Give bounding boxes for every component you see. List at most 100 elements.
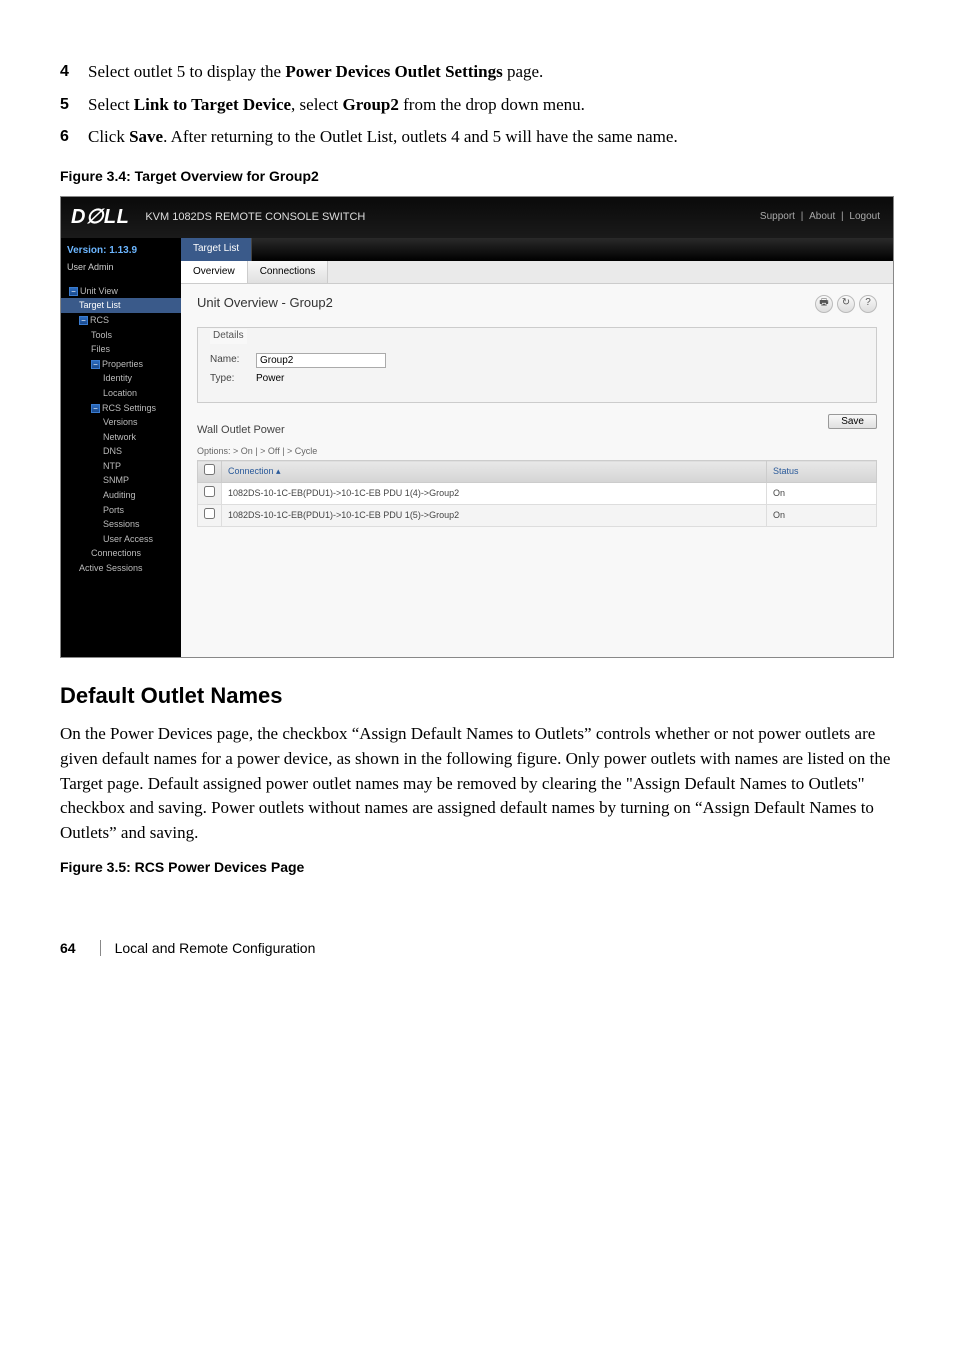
- connection-cell: 1082DS-10-1C-EB(PDU1)->10-1C-EB PDU 1(5)…: [222, 505, 767, 527]
- sidebar-item-label: Properties: [102, 359, 143, 369]
- status-header[interactable]: Status: [767, 461, 877, 483]
- collapse-icon[interactable]: −: [69, 287, 78, 296]
- row-checkbox[interactable]: [204, 508, 215, 519]
- sidebar-item-label: RCS Settings: [102, 403, 156, 413]
- step-5: 5 Select Link to Target Device, select G…: [60, 93, 894, 118]
- collapse-icon[interactable]: −: [79, 316, 88, 325]
- sidebar-item-unit-view[interactable]: −Unit View: [61, 284, 181, 299]
- dell-logo: D∅LL: [71, 203, 129, 232]
- figure-3-5-caption: Figure 3.5: RCS Power Devices Page: [60, 857, 894, 877]
- sidebar-item-snmp[interactable]: SNMP: [61, 473, 181, 488]
- sidebar-item-label: DNS: [103, 446, 122, 456]
- subtab-connections[interactable]: Connections: [248, 261, 329, 284]
- step-4: 4 Select outlet 5 to display the Power D…: [60, 60, 894, 85]
- help-icon[interactable]: ?: [859, 295, 877, 313]
- step-number: 6: [60, 125, 88, 150]
- screenshot-header: D∅LL KVM 1082DS REMOTE CONSOLE SWITCH Su…: [61, 197, 893, 238]
- sidebar-item-sessions[interactable]: Sessions: [61, 517, 181, 532]
- name-input[interactable]: [256, 353, 386, 368]
- footer-divider: [100, 940, 101, 956]
- sidebar-item-identity[interactable]: Identity: [61, 371, 181, 386]
- step-number: 5: [60, 93, 88, 118]
- step-6: 6 Click Save. After returning to the Out…: [60, 125, 894, 150]
- save-button[interactable]: Save: [828, 414, 877, 429]
- action-icons: 🖶 ↻ ?: [815, 295, 877, 313]
- sidebar-item-target-list[interactable]: Target List: [61, 298, 181, 313]
- sidebar-item-label: Auditing: [103, 490, 136, 500]
- sidebar-item-label: Tools: [91, 330, 112, 340]
- step-text: Click Save. After returning to the Outle…: [88, 125, 894, 150]
- chapter-title: Local and Remote Configuration: [115, 938, 316, 958]
- sidebar-item-active-sessions[interactable]: Active Sessions: [61, 561, 181, 576]
- sidebar-item-label: RCS: [90, 315, 109, 325]
- step-text: Select Link to Target Device, select Gro…: [88, 93, 894, 118]
- collapse-icon[interactable]: −: [91, 404, 100, 413]
- sidebar-item-label: Connections: [91, 548, 141, 558]
- status-cell: On: [767, 505, 877, 527]
- wall-outlet-title: Wall Outlet Power: [197, 423, 877, 439]
- subtab-overview[interactable]: Overview: [181, 261, 248, 284]
- sidebar-item-label: User Access: [103, 534, 153, 544]
- logout-link[interactable]: Logout: [849, 211, 880, 222]
- sidebar-item-tools[interactable]: Tools: [61, 328, 181, 343]
- sidebar-item-label: Active Sessions: [79, 563, 143, 573]
- row-checkbox[interactable]: [204, 486, 215, 497]
- table-row: 1082DS-10-1C-EB(PDU1)->10-1C-EB PDU 1(5)…: [198, 505, 877, 527]
- support-link[interactable]: Support: [760, 211, 795, 222]
- sidebar-item-rcs[interactable]: −RCS: [61, 313, 181, 328]
- collapse-icon[interactable]: −: [91, 360, 100, 369]
- type-label: Type:: [210, 372, 256, 387]
- console-title: KVM 1082DS REMOTE CONSOLE SWITCH: [145, 210, 365, 226]
- details-fieldset: Details Name: Type: Power: [197, 327, 877, 403]
- version-label: Version: 1.13.9: [61, 238, 181, 261]
- sidebar-item-label: NTP: [103, 461, 121, 471]
- table-row: 1082DS-10-1C-EB(PDU1)->10-1C-EB PDU 1(4)…: [198, 483, 877, 505]
- print-icon[interactable]: 🖶: [815, 295, 833, 313]
- nav-tree: −Unit ViewTarget List−RCSToolsFiles−Prop…: [61, 280, 181, 586]
- sidebar-item-dns[interactable]: DNS: [61, 444, 181, 459]
- sidebar-item-connections[interactable]: Connections: [61, 546, 181, 561]
- sidebar-item-versions[interactable]: Versions: [61, 415, 181, 430]
- connections-table: Connection ▴ Status 1082DS-10-1C-EB(PDU1…: [197, 460, 877, 527]
- default-outlet-names-heading: Default Outlet Names: [60, 680, 894, 712]
- status-cell: On: [767, 483, 877, 505]
- rcs-screenshot: D∅LL KVM 1082DS REMOTE CONSOLE SWITCH Su…: [60, 196, 894, 658]
- about-link[interactable]: About: [809, 211, 835, 222]
- ordered-steps: 4 Select outlet 5 to display the Power D…: [60, 60, 894, 150]
- name-label: Name:: [210, 353, 256, 368]
- type-value: Power: [256, 372, 284, 387]
- sidebar-item-label: Unit View: [80, 286, 118, 296]
- select-all-header[interactable]: [198, 461, 222, 483]
- step-text: Select outlet 5 to display the Power Dev…: [88, 60, 894, 85]
- sidebar-item-network[interactable]: Network: [61, 430, 181, 445]
- sub-tabs: Overview Connections: [181, 261, 893, 285]
- figure-3-4-caption: Figure 3.4: Target Overview for Group2: [60, 166, 894, 186]
- sidebar-item-rcs-settings[interactable]: −RCS Settings: [61, 401, 181, 416]
- sidebar-item-files[interactable]: Files: [61, 342, 181, 357]
- connection-header[interactable]: Connection ▴: [222, 461, 767, 483]
- sidebar-item-ntp[interactable]: NTP: [61, 459, 181, 474]
- top-tabs: Target List: [181, 238, 893, 261]
- sidebar-item-label: Target List: [79, 300, 121, 310]
- body-paragraph: On the Power Devices page, the checkbox …: [60, 722, 894, 845]
- options-row[interactable]: Options: > On | > Off | > Cycle: [197, 445, 877, 458]
- content-area: Unit Overview - Group2 🖶 ↻ ? Details Nam…: [181, 284, 893, 657]
- tab-target-list[interactable]: Target List: [181, 238, 252, 261]
- details-legend: Details: [210, 329, 247, 344]
- sidebar-item-label: Files: [91, 344, 110, 354]
- sidebar-item-label: Versions: [103, 417, 138, 427]
- sidebar-item-location[interactable]: Location: [61, 386, 181, 401]
- refresh-icon[interactable]: ↻: [837, 295, 855, 313]
- page-footer: 64 Local and Remote Configuration: [60, 938, 894, 958]
- sidebar-item-label: Identity: [103, 373, 132, 383]
- sidebar-item-ports[interactable]: Ports: [61, 503, 181, 518]
- user-admin-label: User Admin: [61, 261, 181, 280]
- select-all-checkbox[interactable]: [204, 464, 215, 475]
- sidebar: Version: 1.13.9 User Admin −Unit ViewTar…: [61, 238, 181, 657]
- overview-title: Unit Overview - Group2: [197, 294, 333, 313]
- sidebar-item-user-access[interactable]: User Access: [61, 532, 181, 547]
- sidebar-item-auditing[interactable]: Auditing: [61, 488, 181, 503]
- sidebar-item-properties[interactable]: −Properties: [61, 357, 181, 372]
- sidebar-item-label: SNMP: [103, 475, 129, 485]
- sidebar-item-label: Ports: [103, 505, 124, 515]
